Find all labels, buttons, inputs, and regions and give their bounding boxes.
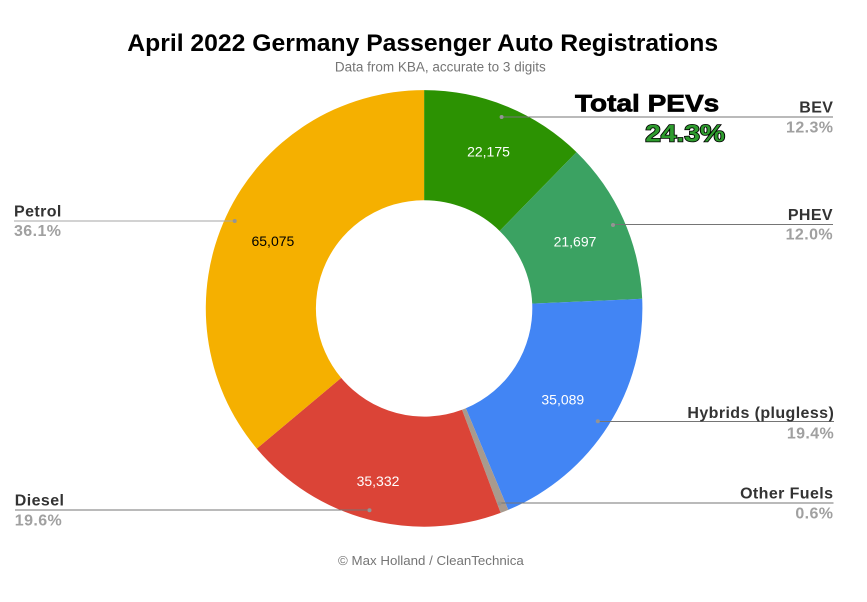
svg-text:Data from KBA, accurate to 3 d: Data from KBA, accurate to 3 digits [335, 59, 546, 74]
svg-text:Petrol: Petrol [14, 204, 62, 221]
svg-text:Diesel: Diesel [15, 493, 65, 510]
svg-text:12.3%: 12.3% [786, 120, 833, 137]
svg-text:Other Fuels: Other Fuels [740, 485, 833, 502]
svg-text:BEV: BEV [799, 99, 833, 116]
svg-text:Hybrids (plugless): Hybrids (plugless) [687, 405, 834, 422]
svg-text:12.0%: 12.0% [786, 227, 833, 244]
svg-text:36.1%: 36.1% [14, 223, 61, 240]
svg-text:65,075: 65,075 [251, 233, 294, 249]
svg-text:19.6%: 19.6% [15, 513, 62, 530]
svg-text:21,697: 21,697 [554, 234, 597, 250]
svg-text:© Max Holland / CleanTechnica: © Max Holland / CleanTechnica [338, 553, 524, 568]
svg-text:0.6%: 0.6% [795, 506, 833, 523]
svg-text:22,175: 22,175 [467, 143, 510, 159]
svg-text:35,332: 35,332 [357, 473, 400, 489]
svg-text:19.4%: 19.4% [787, 426, 834, 443]
svg-text:April 2022 Germany Passenger A: April 2022 Germany Passenger Auto Regist… [127, 30, 718, 57]
svg-text:35,089: 35,089 [541, 392, 584, 408]
svg-text:PHEV: PHEV [788, 207, 833, 224]
svg-text:Total PEVs: Total PEVs [575, 91, 719, 118]
svg-text:24.3%: 24.3% [645, 121, 725, 148]
